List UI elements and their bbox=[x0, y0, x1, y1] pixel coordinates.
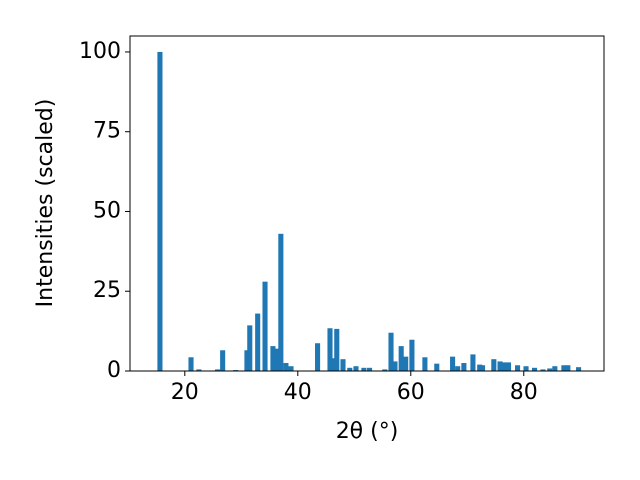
y-tick-label: 100 bbox=[79, 39, 121, 64]
bar bbox=[515, 365, 521, 371]
x-tick-label: 60 bbox=[397, 380, 425, 405]
y-tick-label: 50 bbox=[93, 198, 121, 223]
bar bbox=[361, 367, 367, 371]
bar bbox=[479, 365, 486, 371]
bar bbox=[501, 362, 507, 371]
bar bbox=[491, 359, 497, 371]
bar bbox=[461, 363, 467, 371]
bar bbox=[347, 367, 353, 371]
bar bbox=[255, 313, 261, 371]
bar bbox=[540, 369, 546, 371]
bar bbox=[422, 357, 428, 371]
bar bbox=[315, 343, 321, 371]
bar bbox=[470, 354, 476, 371]
bar bbox=[455, 366, 461, 371]
bar bbox=[188, 357, 194, 371]
bar bbox=[409, 339, 415, 371]
bar bbox=[196, 369, 202, 371]
bar bbox=[244, 350, 250, 371]
bar bbox=[434, 363, 440, 371]
y-tick-label: 75 bbox=[93, 119, 121, 144]
bar bbox=[157, 51, 163, 371]
bar bbox=[477, 364, 483, 371]
bar bbox=[278, 233, 284, 371]
bar bbox=[547, 368, 553, 371]
plot-frame bbox=[129, 35, 605, 372]
x-axis-label: 2θ (°) bbox=[336, 419, 399, 444]
bar bbox=[450, 356, 456, 371]
bar bbox=[552, 366, 558, 371]
bar bbox=[247, 325, 253, 371]
x-tick-label: 40 bbox=[284, 380, 312, 405]
bar bbox=[288, 366, 294, 371]
bar bbox=[367, 367, 373, 371]
bar bbox=[388, 332, 394, 371]
bar bbox=[576, 367, 582, 371]
bar bbox=[334, 328, 340, 371]
bar bbox=[392, 361, 398, 371]
x-tick-label: 20 bbox=[171, 380, 199, 405]
bar bbox=[398, 346, 404, 371]
y-axis-label: Intensities (scaled) bbox=[33, 99, 58, 308]
bar bbox=[340, 359, 346, 371]
y-tick-label: 25 bbox=[93, 278, 121, 303]
bar bbox=[523, 366, 529, 371]
x-tick-label: 80 bbox=[510, 380, 538, 405]
bar bbox=[270, 346, 276, 371]
bar bbox=[262, 281, 268, 371]
bar bbox=[403, 356, 409, 371]
bar bbox=[382, 369, 388, 371]
bar bbox=[331, 358, 337, 371]
bar bbox=[505, 362, 512, 371]
bar bbox=[274, 348, 280, 371]
bar bbox=[561, 365, 567, 371]
bar bbox=[327, 328, 333, 371]
bar bbox=[497, 361, 503, 371]
bar bbox=[220, 350, 226, 371]
bar bbox=[215, 369, 221, 371]
bar bbox=[353, 366, 359, 371]
y-tick-label: 0 bbox=[107, 358, 121, 383]
bar bbox=[531, 367, 538, 371]
bar bbox=[565, 365, 571, 371]
bar bbox=[283, 363, 289, 371]
